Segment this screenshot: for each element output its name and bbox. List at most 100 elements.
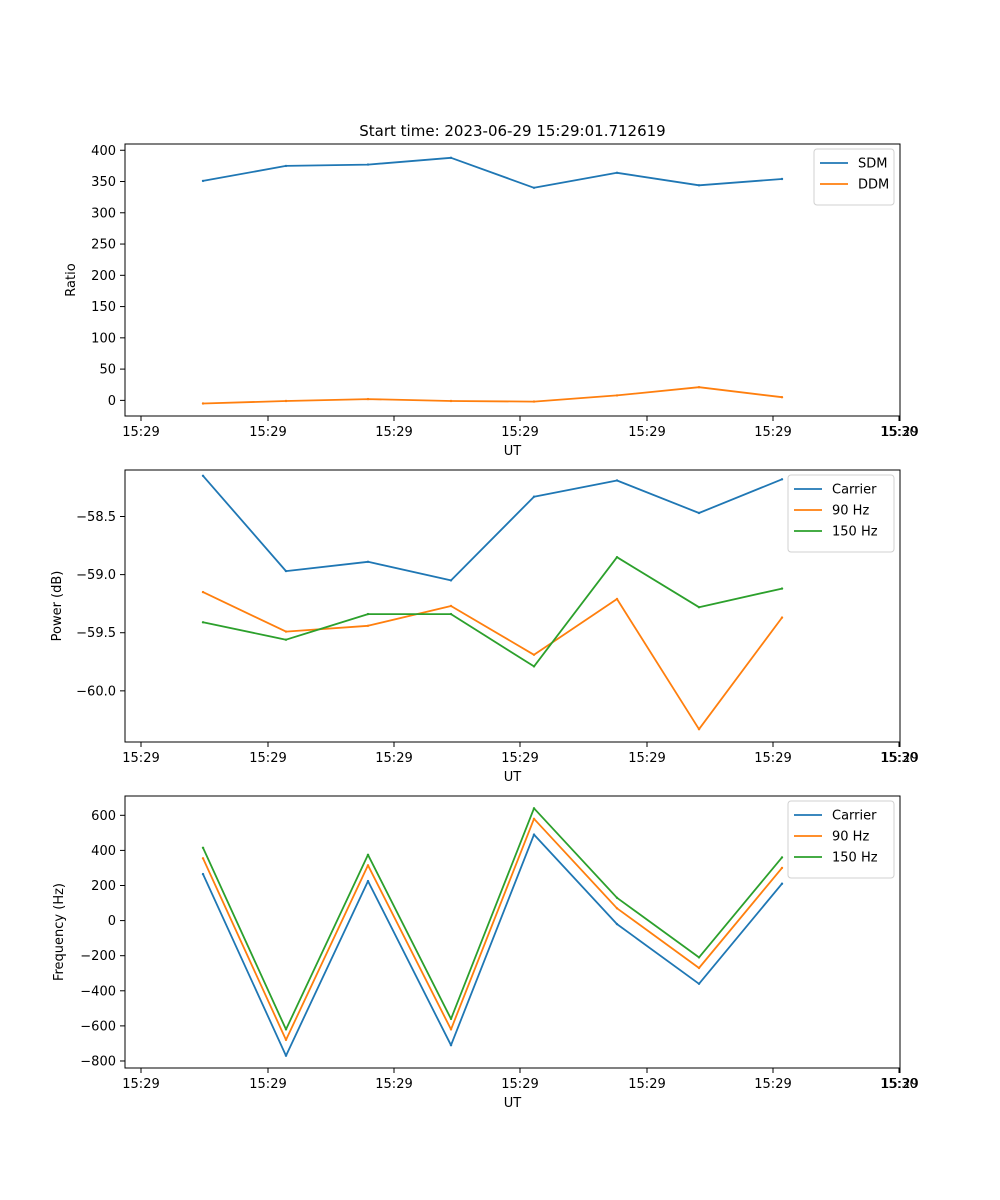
data-point [615,922,619,926]
data-point [366,864,370,867]
data-point [697,956,701,959]
axes-frame [124,143,901,417]
data-point [780,478,784,481]
data-point [366,163,370,166]
data-point [532,817,536,820]
y-tick-label: 200 [91,879,116,894]
data-point [284,399,288,403]
chart-panel-2: 15:29 15:29 15:29 15:29 15:29 15:29 15:2915:30… [50,469,919,785]
y-tick-label: −58.5 [76,510,116,525]
axes-frame [124,469,901,743]
data-point [615,394,619,397]
data-point [449,612,453,616]
data-point [201,402,205,405]
x-tick-label: 15:29 [501,425,538,440]
chart-panel-3: 15:29 15:29 15:29 15:29 15:29 15:29 15:2915:30… [52,795,919,1111]
data-point [532,186,536,189]
data-point [201,872,205,876]
data-point [201,179,205,183]
x-tick-label: 15:29 [881,751,918,766]
y-tick-label: 0 [108,394,116,409]
y-tick-label: 400 [91,144,116,159]
data-point [449,604,453,608]
data-point [201,590,205,594]
y-tick-label: 150 [91,300,116,315]
data-point [780,587,784,590]
series-line-1 [202,156,783,189]
x-tick-label: 15:29 [754,1077,791,1092]
data-point [697,966,701,970]
data-point [532,833,536,836]
series-line-3 [202,807,783,1031]
y-tick-label: −59.0 [76,568,116,583]
data-point [366,853,370,856]
data-point [532,807,536,810]
axes-frame [124,795,901,1069]
data-point [697,606,701,609]
data-point [449,399,453,403]
x-tick-label: 15:29 [375,425,412,440]
y-tick-label: −400 [80,984,116,999]
data-point [284,1038,288,1042]
y-tick-label: 250 [91,238,116,253]
series-line-2 [202,386,783,405]
x-tick-label: 15:29 [249,1077,286,1092]
x-tick-label: 15:29 [375,1077,412,1092]
x-tick-label: 15:29 [249,425,286,440]
x-tick-label: 15:29 [628,751,665,766]
y-tick-label: −59.5 [76,626,116,641]
y-tick-label: 200 [91,269,116,284]
y-axis-label: Power (dB) [50,571,65,642]
x-tick-label: 15:29 [754,425,791,440]
data-point [366,560,370,563]
y-tick-label: −60.0 [76,684,116,699]
x-tick-label: 15:30 [880,1077,917,1092]
x-tick-label: 15:29 [249,751,286,766]
x-tick-label: 15:30 [880,751,917,766]
legend-label: 150 Hz [832,525,878,540]
data-point [615,896,619,899]
series-line-3 [202,556,783,668]
y-tick-label: −800 [80,1054,116,1069]
data-point [615,556,619,559]
data-point [532,665,536,668]
data-point [284,1028,288,1031]
data-point [449,1044,453,1047]
data-point [532,400,536,403]
legend-label: 90 Hz [832,504,869,519]
legend-label: SDM [858,157,887,172]
data-point [284,1054,288,1057]
data-point [697,728,701,731]
x-tick-label: 15:29 [628,1077,665,1092]
x-tick-label: 15:29 [628,425,665,440]
data-point [284,638,288,641]
y-tick-label: 0 [108,914,116,929]
legend-box [787,800,895,879]
y-tick-label: 600 [91,809,116,824]
data-point [697,982,701,985]
data-point [780,396,784,399]
series-line-2 [202,817,783,1041]
x-axis-label: UT [504,1096,522,1111]
data-point [201,621,205,624]
x-tick-label: 15:29 [122,1077,159,1092]
data-point [532,495,536,498]
y-tick-label: 100 [91,331,116,346]
data-point [366,624,370,627]
series-line-1 [202,475,783,582]
data-point [201,857,205,860]
legend-label: Carrier [832,483,877,498]
x-axis-label: UT [504,444,522,459]
data-point [449,1017,453,1021]
legend-label: DDM [858,178,889,193]
y-tick-label: 300 [91,206,116,221]
figure-title: Start time: 2023-06-29 15:29:01.712619 [359,122,665,140]
data-point [780,882,784,885]
x-tick-label: 15:29 [881,1077,918,1092]
data-point [697,386,701,389]
y-tick-label: −200 [80,949,116,964]
data-point [201,474,205,477]
legend: SDM DDM [813,148,895,206]
data-point [366,397,370,401]
